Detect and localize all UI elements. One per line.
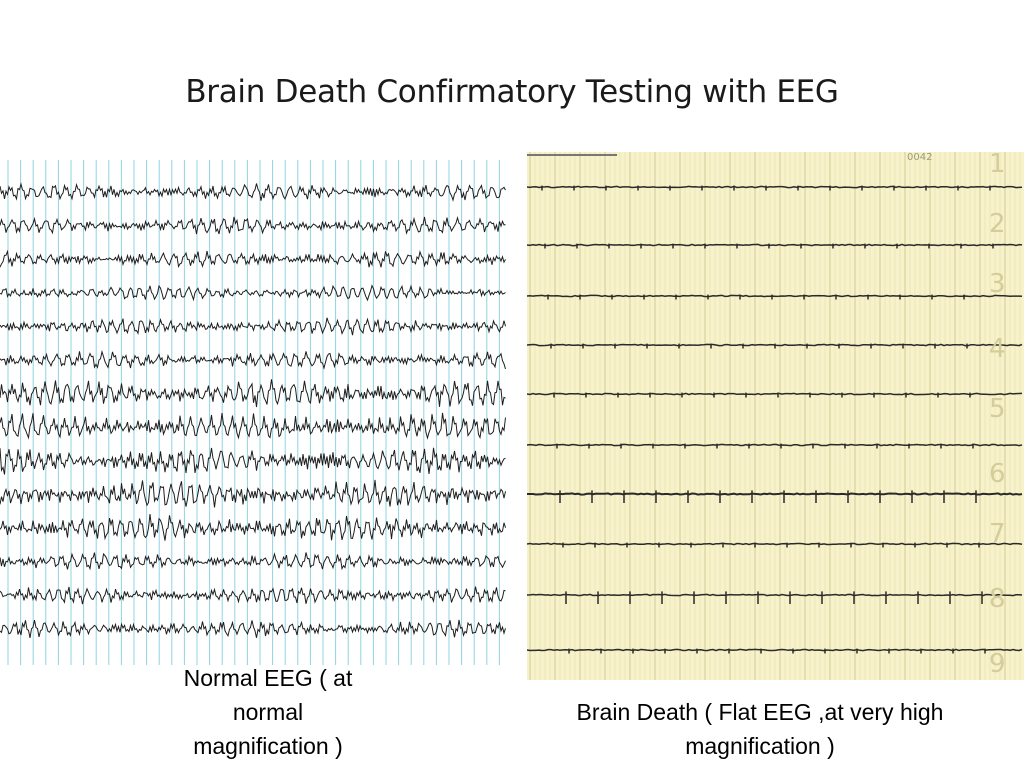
normal-eeg-caption: Normal EEG ( at normal magnification ) (183, 665, 353, 759)
flat-trace (527, 294, 1023, 298)
flat-trace (527, 243, 1023, 247)
eeg-trace (0, 284, 506, 302)
channel-number: 6 (989, 459, 1006, 489)
header-text: 0042 (907, 152, 932, 163)
eeg-trace (0, 349, 506, 370)
eeg-trace (0, 447, 506, 475)
channel-number: 2 (989, 209, 1006, 239)
flat-trace (527, 648, 1023, 652)
channel-number: 9 (989, 649, 1006, 679)
channel-number: 4 (989, 334, 1006, 364)
normal-eeg-traces (0, 160, 506, 665)
flat-eeg-caption: Brain Death ( Flat EEG ,at very high mag… (576, 699, 944, 759)
channel-number: 1 (989, 152, 1006, 179)
normal-eeg-image (0, 160, 506, 665)
eeg-trace (0, 412, 506, 440)
flat-trace (527, 185, 1023, 189)
eeg-trace (0, 215, 506, 235)
flat-eeg-image: 0042 1 2 3 4 5 6 7 8 9 (527, 152, 1024, 680)
eeg-trace (0, 479, 506, 508)
eeg-trace (0, 317, 506, 336)
flat-trace (527, 593, 1023, 597)
eeg-trace (0, 249, 506, 268)
flat-trace (527, 542, 1023, 546)
eeg-trace (0, 552, 506, 571)
flat-trace (527, 392, 1023, 396)
channel-number: 5 (989, 394, 1006, 424)
eeg-trace (0, 514, 506, 541)
flat-trace (527, 443, 1023, 447)
channel-number: 7 (989, 519, 1006, 549)
flat-eeg-traces: 0042 1 2 3 4 5 6 7 8 9 (527, 152, 1024, 680)
eeg-trace (0, 182, 506, 202)
channel-number: 3 (989, 269, 1006, 299)
channel-number: 8 (989, 584, 1006, 614)
eeg-trace (0, 586, 506, 605)
slide-title: Brain Death Confirmatory Testing with EE… (185, 74, 839, 110)
eeg-trace (0, 379, 506, 408)
flat-trace (527, 492, 1023, 496)
eeg-trace (0, 619, 506, 638)
